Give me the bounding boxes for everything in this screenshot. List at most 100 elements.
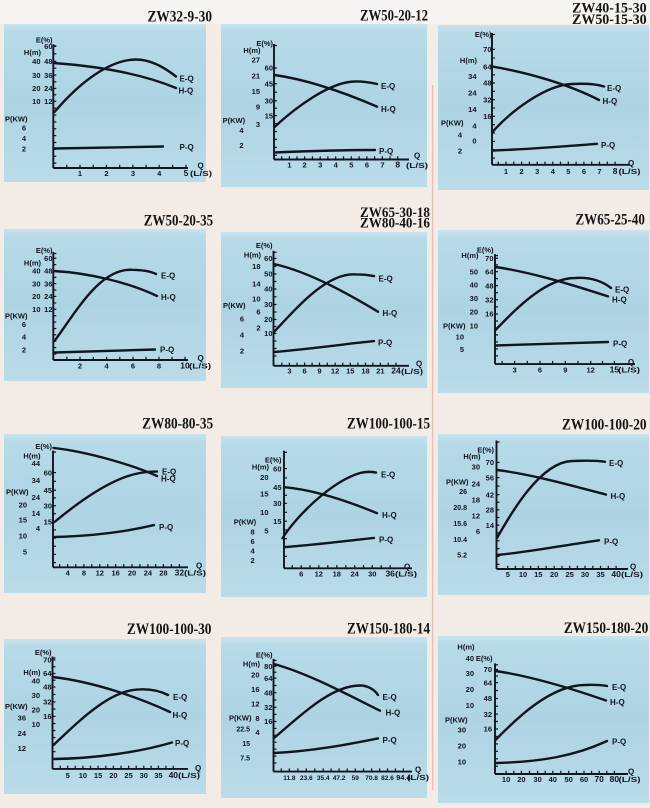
svg-text:4: 4 (251, 547, 256, 556)
svg-text:(L/S): (L/S) (619, 167, 642, 176)
svg-text:48: 48 (264, 688, 272, 697)
svg-text:ZW100-100-20: ZW100-100-20 (562, 417, 647, 434)
svg-text:27: 27 (252, 55, 260, 64)
svg-text:P(KW): P(KW) (6, 488, 29, 497)
svg-text:12: 12 (331, 367, 339, 376)
svg-text:3: 3 (287, 367, 291, 376)
svg-text:2: 2 (240, 346, 244, 355)
svg-text:40: 40 (611, 569, 621, 579)
svg-text:H-Q: H-Q (161, 293, 176, 302)
svg-text:82.6: 82.6 (381, 775, 394, 782)
svg-text:H(m): H(m) (23, 668, 41, 677)
svg-text:40: 40 (169, 770, 179, 780)
svg-text:4: 4 (240, 330, 245, 339)
svg-text:48: 48 (483, 79, 491, 88)
svg-text:E(%): E(%) (477, 445, 494, 454)
svg-text:59: 59 (352, 775, 360, 782)
svg-text:P(KW): P(KW) (441, 118, 464, 127)
svg-text:E-Q: E-Q (609, 459, 623, 468)
svg-text:36: 36 (44, 279, 52, 288)
svg-text:2: 2 (239, 141, 243, 150)
svg-text:10.4: 10.4 (453, 537, 467, 544)
svg-text:E-Q: E-Q (381, 470, 395, 479)
svg-text:20.8: 20.8 (453, 505, 467, 512)
svg-text:0: 0 (472, 137, 476, 146)
svg-text:24: 24 (18, 729, 27, 738)
svg-text:70: 70 (485, 254, 493, 263)
svg-text:20: 20 (264, 315, 272, 324)
svg-text:15: 15 (242, 741, 250, 748)
svg-text:P(KW): P(KW) (446, 478, 469, 487)
svg-text:P-Q: P-Q (601, 141, 615, 150)
svg-text:2: 2 (22, 346, 26, 355)
svg-text:P(KW): P(KW) (5, 702, 28, 711)
svg-text:P-Q: P-Q (613, 339, 627, 348)
svg-text:(L/S): (L/S) (189, 362, 212, 371)
svg-text:10: 10 (458, 758, 466, 767)
svg-text:E(%): E(%) (256, 650, 273, 659)
svg-text:44: 44 (32, 459, 41, 468)
svg-text:H-Q: H-Q (611, 492, 626, 501)
svg-text:E(%): E(%) (475, 30, 492, 39)
svg-text:16: 16 (483, 112, 491, 121)
svg-text:30: 30 (466, 669, 474, 678)
svg-text:48: 48 (44, 57, 52, 66)
svg-text:70: 70 (43, 656, 51, 665)
svg-text:50: 50 (264, 270, 272, 279)
svg-text:35.4: 35.4 (317, 775, 330, 782)
svg-text:9: 9 (563, 366, 567, 375)
svg-text:30: 30 (273, 499, 281, 508)
svg-text:36: 36 (385, 569, 395, 579)
svg-text:Q: Q (196, 561, 202, 570)
svg-text:48: 48 (43, 683, 51, 692)
svg-text:ZW150-180-20: ZW150-180-20 (564, 620, 649, 637)
svg-text:42: 42 (486, 490, 494, 499)
svg-text:(L/S): (L/S) (618, 366, 641, 375)
svg-text:ZW32-9-30: ZW32-9-30 (148, 9, 213, 26)
svg-text:64: 64 (485, 267, 494, 276)
svg-text:E(%): E(%) (35, 648, 52, 657)
svg-text:47.2: 47.2 (333, 775, 346, 782)
svg-text:6: 6 (365, 161, 369, 170)
svg-text:36: 36 (44, 71, 52, 80)
svg-text:(L/S): (L/S) (395, 570, 418, 579)
svg-text:15: 15 (534, 570, 542, 579)
svg-text:20: 20 (251, 671, 259, 680)
svg-text:1: 1 (287, 161, 291, 170)
svg-text:30: 30 (264, 300, 272, 309)
svg-text:E(%): E(%) (256, 241, 273, 250)
svg-text:E(%): E(%) (36, 246, 53, 255)
svg-text:5: 5 (264, 527, 268, 536)
svg-text:6: 6 (476, 527, 480, 536)
svg-text:15: 15 (346, 367, 354, 376)
svg-text:E(%): E(%) (476, 654, 493, 663)
svg-text:30: 30 (368, 570, 376, 579)
svg-text:E(%): E(%) (265, 455, 282, 464)
svg-text:P-Q: P-Q (160, 345, 174, 354)
svg-text:20: 20 (19, 500, 27, 509)
svg-text:4: 4 (66, 569, 71, 578)
svg-text:16: 16 (485, 310, 493, 319)
svg-text:H-Q: H-Q (386, 708, 401, 717)
svg-text:36: 36 (18, 714, 26, 723)
svg-text:P-Q: P-Q (383, 736, 397, 745)
svg-text:5: 5 (23, 548, 27, 557)
svg-text:20: 20 (550, 570, 558, 579)
svg-text:18: 18 (252, 262, 260, 271)
svg-text:25: 25 (124, 771, 132, 780)
svg-text:60: 60 (44, 254, 52, 263)
svg-text:32: 32 (175, 568, 185, 578)
svg-text:P-Q: P-Q (180, 143, 194, 152)
svg-text:10: 10 (466, 701, 474, 710)
svg-text:E-Q: E-Q (162, 467, 176, 476)
svg-text:P-Q: P-Q (379, 147, 393, 156)
svg-text:8: 8 (82, 569, 86, 578)
svg-text:P-Q: P-Q (159, 523, 173, 532)
svg-text:80: 80 (610, 774, 620, 784)
svg-text:3: 3 (513, 366, 517, 375)
svg-text:P-Q: P-Q (612, 737, 626, 746)
svg-text:28: 28 (486, 506, 494, 515)
svg-text:P-Q: P-Q (604, 537, 618, 546)
svg-text:Q: Q (416, 359, 422, 368)
svg-text:5: 5 (184, 168, 189, 178)
